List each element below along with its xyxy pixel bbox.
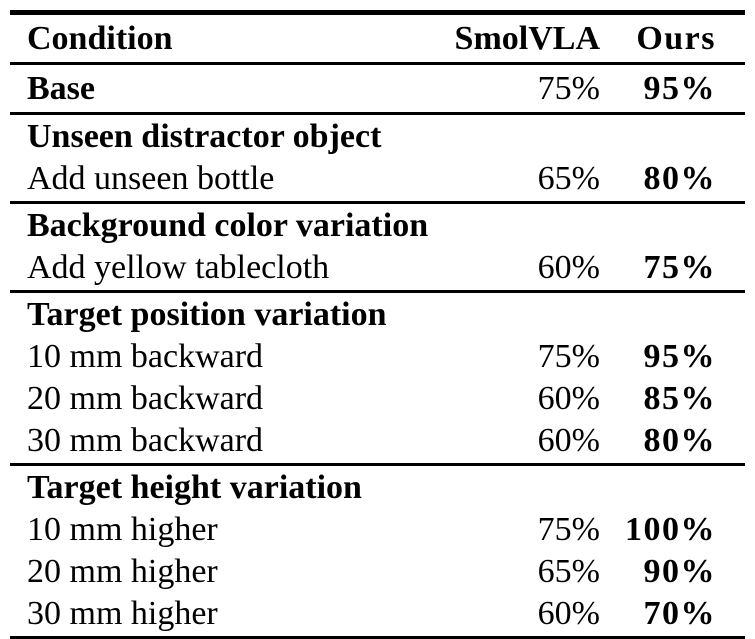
ours-cell: 95% [643, 338, 716, 375]
smolvla-cell: 60% [537, 422, 600, 459]
section-title-row: Target position variation [10, 294, 745, 336]
results-table: Condition SmolVLA Ours Base 75% 95% Unse… [10, 10, 745, 639]
condition-cell: 30 mm backward [27, 422, 264, 459]
section-divider-rule [10, 112, 745, 115]
ours-cell: 80% [643, 422, 716, 459]
table-row: 20 mm higher 65% 90% [10, 551, 745, 593]
ours-cell: 75% [643, 249, 716, 286]
section-title: Background color variation [27, 207, 429, 244]
section-divider-rule [10, 463, 745, 466]
condition-cell: 20 mm higher [27, 553, 218, 590]
section-title-row: Background color variation [10, 205, 745, 247]
table-row: Add yellow tablecloth 60% 75% [10, 247, 745, 289]
ours-cell: 100% [625, 511, 716, 548]
table-row: 20 mm backward 60% 85% [10, 378, 745, 420]
ours-cell: 95% [643, 70, 716, 107]
table-bottom-rule [10, 636, 745, 639]
table-row: 30 mm backward 60% 80% [10, 420, 745, 462]
section-background-color: Background color variation Add yellow ta… [10, 204, 745, 290]
ours-cell: 85% [643, 380, 716, 417]
condition-cell: Base [27, 70, 95, 107]
ours-cell: 80% [643, 160, 716, 197]
section-target-position: Target position variation 10 mm backward… [10, 293, 745, 463]
section-title: Unseen distractor object [27, 118, 382, 155]
smolvla-cell: 75% [537, 511, 600, 548]
section-target-height: Target height variation 10 mm higher 75%… [10, 466, 745, 636]
smolvla-cell: 65% [537, 160, 600, 197]
condition-cell: Add yellow tablecloth [27, 249, 330, 286]
table-row: 30 mm higher 60% 70% [10, 593, 745, 635]
section-title: Target height variation [27, 469, 362, 506]
condition-cell: Add unseen bottle [27, 160, 275, 197]
column-header-ours: Ours [636, 20, 716, 57]
condition-cell: 30 mm higher [27, 595, 218, 632]
section-unseen-distractor: Unseen distractor object Add unseen bott… [10, 115, 745, 201]
condition-cell: 10 mm higher [27, 511, 218, 548]
smolvla-cell: 75% [537, 338, 600, 375]
section-divider-rule [10, 290, 745, 293]
section-title: Target position variation [27, 296, 387, 333]
table-row-base: Base 75% 95% [10, 65, 745, 112]
smolvla-cell: 60% [537, 595, 600, 632]
table-row: Add unseen bottle 65% 80% [10, 158, 745, 200]
smolvla-cell: 60% [537, 380, 600, 417]
column-header-smolvla: SmolVLA [454, 20, 600, 57]
table-header-row: Condition SmolVLA Ours [10, 15, 745, 62]
section-divider-rule [10, 201, 745, 204]
section-title-row: Target height variation [10, 467, 745, 509]
table-top-rule [10, 10, 745, 15]
ours-cell: 90% [643, 553, 716, 590]
table-row: 10 mm higher 75% 100% [10, 509, 745, 551]
smolvla-cell: 60% [537, 249, 600, 286]
section-title-row: Unseen distractor object [10, 116, 745, 158]
smolvla-cell: 75% [537, 70, 600, 107]
condition-cell: 20 mm backward [27, 380, 264, 417]
column-header-condition: Condition [27, 20, 173, 57]
ours-cell: 70% [643, 595, 716, 632]
table-row: 10 mm backward 75% 95% [10, 336, 745, 378]
condition-cell: 10 mm backward [27, 338, 264, 375]
header-divider-rule [10, 62, 745, 65]
smolvla-cell: 65% [537, 553, 600, 590]
